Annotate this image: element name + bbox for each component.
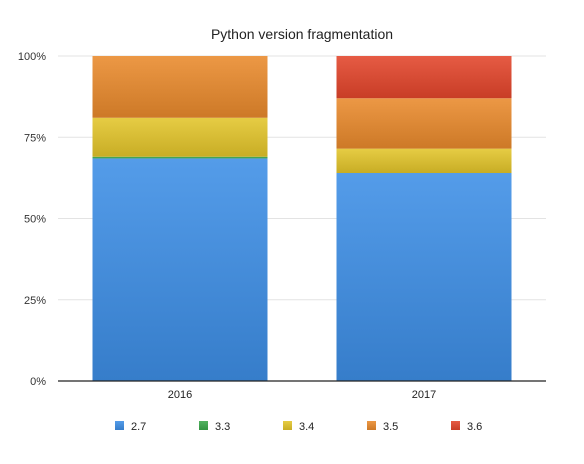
- legend-swatch: [367, 421, 376, 430]
- y-tick-label: 75%: [24, 132, 46, 144]
- legend-swatch: [283, 421, 292, 430]
- legend-label: 3.4: [299, 421, 314, 433]
- chart-title: Python version fragmentation: [211, 26, 393, 42]
- legend-swatch: [199, 421, 208, 430]
- legend: 2.7 3.3 3.4 3.5 3.6: [115, 421, 482, 433]
- bars: [92, 56, 512, 381]
- legend-label: 3.6: [467, 421, 482, 433]
- bar-segment-2017-3-4: [336, 148, 512, 173]
- y-tick-label: 50%: [24, 214, 46, 226]
- legend-label: 2.7: [131, 421, 146, 433]
- bar-segment-2017-2-7: [336, 173, 512, 381]
- axes: 0% 25% 50% 75% 100% 2016 2017: [18, 51, 546, 401]
- legend-label: 3.3: [215, 421, 230, 433]
- legend-swatch: [451, 421, 460, 430]
- bar-segment-2017-3-6: [336, 56, 512, 99]
- bar-segment-2016-3-5: [92, 56, 268, 118]
- y-tick-label: 25%: [24, 295, 46, 307]
- bar-segment-2016-3-4: [92, 117, 268, 157]
- bar-segment-2017-3-5: [336, 98, 512, 149]
- bar-segment-2016-2-7: [92, 158, 268, 381]
- legend-swatch: [115, 421, 124, 430]
- y-tick-label: 100%: [18, 51, 46, 63]
- legend-label: 3.5: [383, 421, 398, 433]
- bar-segment-2016-3-3: [92, 156, 268, 159]
- x-tick-label: 2017: [412, 389, 436, 401]
- x-tick-label: 2016: [168, 389, 192, 401]
- y-tick-label: 0%: [30, 376, 46, 388]
